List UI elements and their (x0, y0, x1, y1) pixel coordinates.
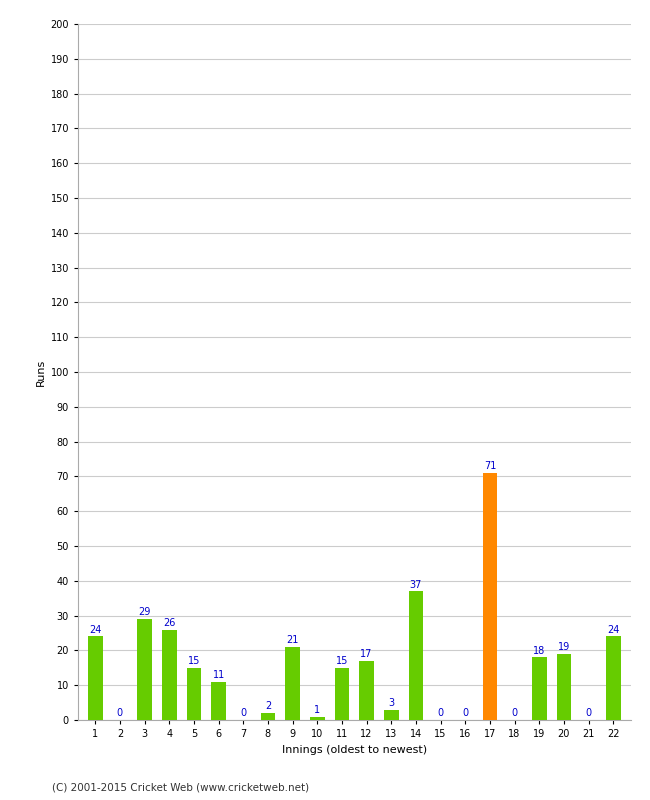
Bar (482, 473, 497, 720)
Text: 71: 71 (484, 461, 496, 471)
Text: 37: 37 (410, 579, 422, 590)
Text: 0: 0 (117, 708, 123, 718)
Bar (187, 668, 202, 720)
Text: 11: 11 (213, 670, 225, 680)
Text: 0: 0 (437, 708, 444, 718)
Text: 18: 18 (533, 646, 545, 656)
Bar (137, 619, 152, 720)
Text: 29: 29 (138, 607, 151, 618)
Text: 24: 24 (89, 625, 101, 634)
Bar (408, 591, 423, 720)
Text: 21: 21 (287, 635, 299, 645)
Bar (285, 647, 300, 720)
Text: 26: 26 (163, 618, 176, 628)
X-axis label: Innings (oldest to newest): Innings (oldest to newest) (281, 745, 427, 754)
Text: 17: 17 (360, 649, 372, 659)
Bar (335, 668, 349, 720)
Bar (310, 717, 324, 720)
Text: 2: 2 (265, 702, 271, 711)
Bar (606, 637, 621, 720)
Bar (88, 637, 103, 720)
Bar (162, 630, 177, 720)
Text: 15: 15 (188, 656, 200, 666)
Text: 0: 0 (586, 708, 592, 718)
Bar (556, 654, 571, 720)
Bar (359, 661, 374, 720)
Bar (532, 658, 547, 720)
Text: 1: 1 (314, 705, 320, 714)
Text: (C) 2001-2015 Cricket Web (www.cricketweb.net): (C) 2001-2015 Cricket Web (www.cricketwe… (52, 782, 309, 792)
Y-axis label: Runs: Runs (36, 358, 46, 386)
Text: 3: 3 (388, 698, 395, 708)
Text: 19: 19 (558, 642, 570, 652)
Text: 0: 0 (240, 708, 246, 718)
Text: 24: 24 (607, 625, 619, 634)
Text: 15: 15 (336, 656, 348, 666)
Bar (261, 713, 276, 720)
Bar (384, 710, 398, 720)
Text: 0: 0 (512, 708, 517, 718)
Bar (211, 682, 226, 720)
Text: 0: 0 (462, 708, 468, 718)
